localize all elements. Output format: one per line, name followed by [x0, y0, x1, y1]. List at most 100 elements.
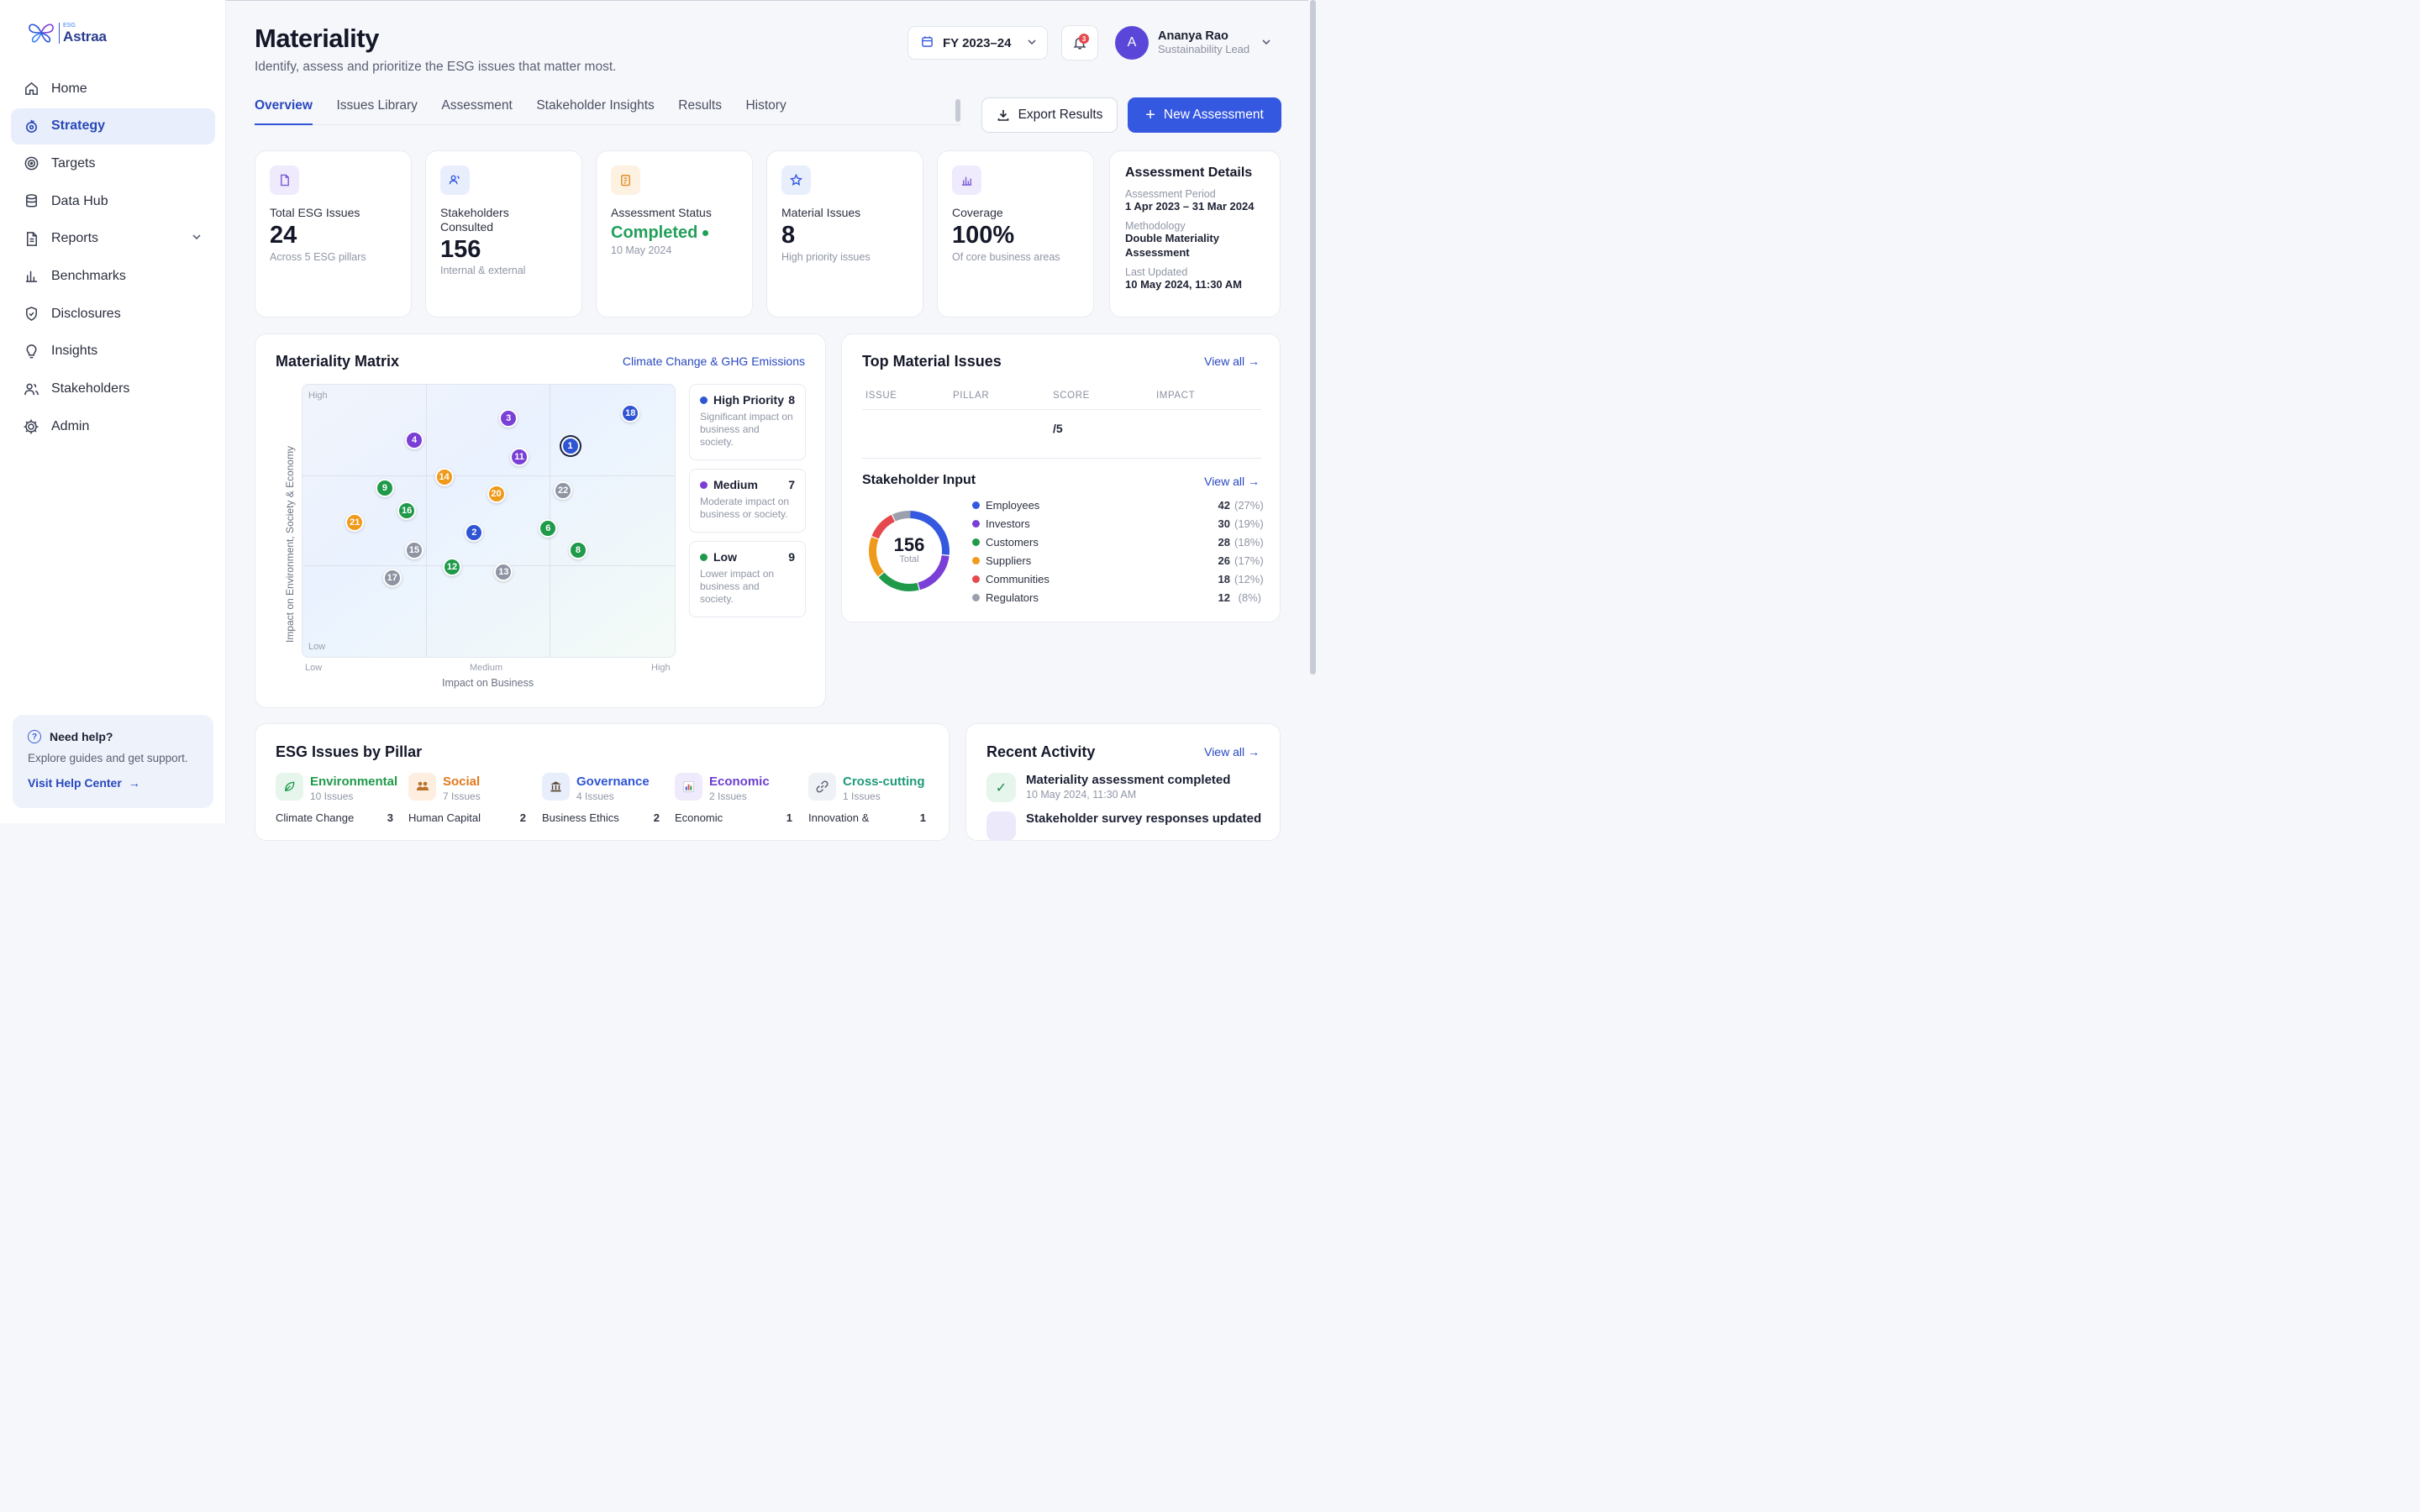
bar-chart-icon — [23, 268, 39, 285]
matrix-point-20[interactable]: 20 — [487, 485, 506, 504]
matrix-point-17[interactable]: 17 — [382, 568, 402, 587]
grid-line — [302, 475, 675, 476]
user-menu[interactable]: A Ananya Rao Sustainability Lead — [1115, 26, 1270, 60]
sidebar-item-admin[interactable]: Admin — [11, 408, 215, 444]
kpi-sub: Internal & external — [440, 265, 526, 277]
matrix-point-13[interactable]: 13 — [494, 562, 513, 581]
view-all-activity-link[interactable]: View all → — [1204, 745, 1260, 759]
kpi-card-material-issues[interactable]: Material Issues 8 High priority issues — [766, 150, 923, 318]
priority-count: 8 — [788, 393, 795, 407]
pillar-row: Climate Change 3 — [276, 811, 393, 824]
recent-title: Recent Activity — [986, 743, 1096, 760]
pillar-row-label: Economic — [675, 811, 723, 824]
avatar: A — [1115, 26, 1149, 60]
sidebar-item-disclosures[interactable]: Disclosures — [11, 296, 215, 332]
matrix-point-9[interactable]: 9 — [375, 478, 394, 497]
page-scrollbar-thumb[interactable] — [1310, 0, 1316, 675]
legend-dot — [972, 575, 980, 583]
legend-percent: (18%) — [1234, 536, 1264, 549]
sidebar-item-targets[interactable]: Targets — [11, 145, 215, 181]
lightbulb-icon — [23, 343, 39, 360]
export-results-button[interactable]: Export Results — [981, 97, 1118, 133]
sidebar-item-label: Stakeholders — [51, 381, 130, 396]
brand-logo[interactable]: ESG Astraa — [27, 21, 107, 45]
legend-percent: (19%) — [1234, 517, 1264, 530]
chevron-down-icon[interactable] — [192, 231, 202, 246]
people-icon — [408, 773, 436, 801]
stakeholder-input-title: Stakeholder Input — [862, 473, 976, 487]
matrix-point-8[interactable]: 8 — [568, 540, 587, 559]
matrix-point-14[interactable]: 14 — [434, 467, 454, 486]
donut-segment-customers[interactable] — [869, 511, 950, 591]
section-divider — [862, 458, 1261, 459]
matrix-point-2[interactable]: 2 — [465, 523, 484, 543]
sidebar-item-reports[interactable]: Reports — [11, 221, 215, 257]
donut-segment-suppliers[interactable] — [869, 511, 950, 591]
pillar-row-value: 3 — [387, 811, 393, 824]
pillar-count: 2 Issues — [709, 790, 747, 802]
priority-medium-card[interactable]: Medium 7 Moderate impact on business or s… — [689, 469, 806, 533]
kpi-value: 100% — [952, 221, 1015, 249]
legend-percent: (27%) — [1234, 499, 1264, 512]
tab-stakeholder-insights[interactable]: Stakeholder Insights — [536, 98, 655, 113]
sidebar-item-label: Strategy — [51, 118, 106, 134]
view-all-stakeholders-link[interactable]: View all → — [1204, 475, 1260, 488]
matrix-point-22[interactable]: 22 — [554, 480, 573, 500]
matrix-point-15[interactable]: 15 — [405, 540, 424, 559]
matrix-point-16[interactable]: 16 — [397, 501, 417, 520]
fiscal-year-value: FY 2023–24 — [943, 35, 1012, 50]
kpi-label: Coverage — [952, 206, 1003, 219]
matrix-point-11[interactable]: 11 — [510, 448, 529, 467]
legend-count: 28 — [1218, 536, 1230, 549]
sidebar-item-benchmarks[interactable]: Benchmarks — [11, 258, 215, 294]
matrix-point-21[interactable]: 21 — [345, 512, 365, 532]
user-role: Sustainability Lead — [1158, 42, 1250, 55]
activity-item[interactable]: Stakeholder survey responses updated — [986, 811, 1261, 841]
sidebar-item-strategy[interactable]: Strategy — [11, 108, 215, 144]
brand-name: Astraa — [63, 28, 107, 45]
activity-item[interactable]: ✓ Materiality assessment completed 10 Ma… — [986, 773, 1230, 802]
sidebar-item-home[interactable]: Home — [11, 71, 215, 107]
priority-high-card[interactable]: High Priority 8 Significant impact on bus… — [689, 384, 806, 460]
home-icon — [23, 81, 39, 97]
kpi-card-stakeholders[interactable]: Stakeholders Consulted 156 Internal & ex… — [425, 150, 582, 318]
kpi-card-coverage[interactable]: Coverage 100% Of core business areas — [937, 150, 1094, 318]
kpi-card-assessment-status[interactable]: Assessment Status Completed 10 May 2024 — [596, 150, 753, 318]
matrix-point-4[interactable]: 4 — [405, 431, 424, 450]
tab-history[interactable]: History — [745, 98, 786, 113]
legend-dot — [972, 557, 980, 564]
fiscal-year-select[interactable]: FY 2023–24 — [908, 26, 1048, 60]
bullseye-icon — [23, 155, 39, 172]
sidebar-item-insights[interactable]: Insights — [11, 333, 215, 370]
matrix-point-18[interactable]: 18 — [621, 404, 640, 423]
page-subtitle: Identify, assess and prioritize the ESG … — [255, 60, 617, 74]
kpi-card-total-issues[interactable]: Total ESG Issues 24 Across 5 ESG pillars — [255, 150, 412, 318]
matrix-point-1[interactable]: 1 — [560, 437, 580, 456]
kpi-sub: High priority issues — [781, 250, 871, 263]
notifications-button[interactable]: 3 — [1061, 25, 1098, 60]
priority-low-card[interactable]: Low 9 Lower impact on business and societ… — [689, 541, 806, 617]
tab-issues-library[interactable]: Issues Library — [336, 98, 418, 113]
view-all-material-link[interactable]: View all → — [1204, 354, 1260, 368]
pillar-row-label: Climate Change — [276, 811, 355, 824]
sidebar-item-data-hub[interactable]: Data Hub — [11, 183, 215, 219]
donut-segment-regulators[interactable] — [869, 511, 950, 591]
tab-overview[interactable]: Overview — [255, 96, 313, 125]
tabs-scroll-handle[interactable] — [955, 99, 960, 122]
legend-row: Customers 28 (18%) — [972, 536, 1264, 549]
pillar-row-label: Business Ethics — [542, 811, 619, 824]
matrix-point-12[interactable]: 12 — [443, 557, 461, 576]
column-header: SCORE — [1053, 391, 1090, 401]
help-center-link[interactable]: Visit Help Center → — [28, 776, 198, 790]
selected-issue-link[interactable]: Climate Change & GHG Emissions — [622, 354, 805, 368]
sidebar-item-stakeholders[interactable]: Stakeholders — [11, 371, 215, 407]
column-header: IMPACT — [1156, 391, 1196, 401]
tab-results[interactable]: Results — [678, 98, 722, 113]
matrix-point-3[interactable]: 3 — [499, 408, 518, 428]
new-assessment-button[interactable]: + New Assessment — [1128, 97, 1281, 133]
assessment-status-value: Completed — [611, 223, 738, 243]
pillar-row-value: 1 — [786, 811, 792, 824]
column-header: PILLAR — [953, 391, 990, 401]
matrix-point-6[interactable]: 6 — [539, 519, 558, 538]
tab-assessment[interactable]: Assessment — [441, 98, 513, 113]
